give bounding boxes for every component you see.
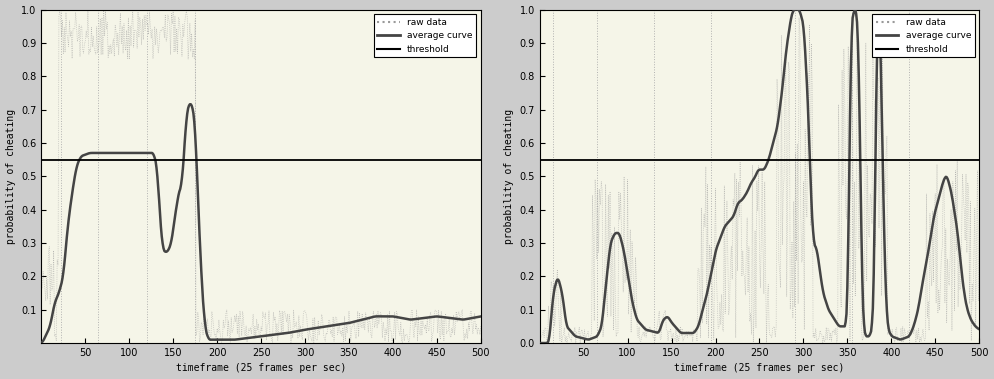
Y-axis label: probability of cheating: probability of cheating bbox=[6, 109, 16, 244]
Legend: raw data, average curve, threshold: raw data, average curve, threshold bbox=[872, 14, 975, 57]
X-axis label: timeframe (25 frames per sec): timeframe (25 frames per sec) bbox=[674, 363, 845, 373]
Legend: raw data, average curve, threshold: raw data, average curve, threshold bbox=[374, 14, 476, 57]
Y-axis label: probability of cheating: probability of cheating bbox=[504, 109, 514, 244]
X-axis label: timeframe (25 frames per sec): timeframe (25 frames per sec) bbox=[176, 363, 346, 373]
